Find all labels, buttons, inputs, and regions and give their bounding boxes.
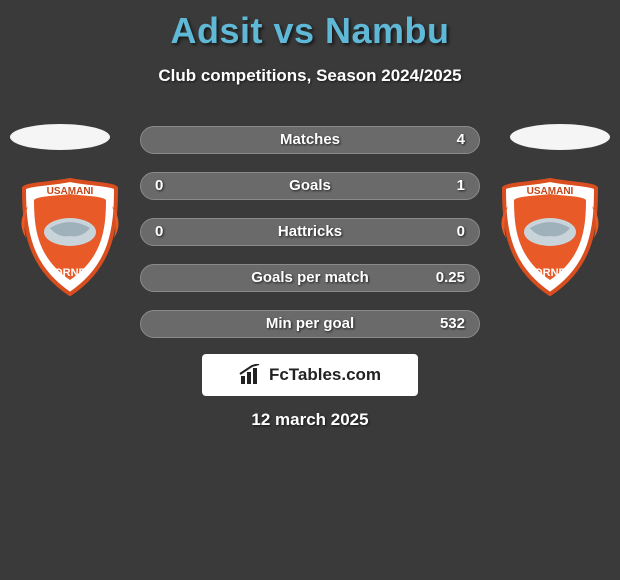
avatar-ellipse	[10, 124, 110, 150]
stat-label: Matches	[141, 127, 479, 153]
badge-bottom-text: ORNE	[534, 267, 566, 279]
brand-text: FcTables.com	[269, 365, 381, 385]
shield-icon: USAMANI ORNE	[20, 178, 120, 296]
badge-top-text: USAMANI	[527, 186, 574, 197]
stat-row-matches: Matches 4	[140, 126, 480, 154]
badge-bottom-text: ORNE	[54, 267, 86, 279]
stat-label: Hattricks	[141, 219, 479, 245]
stat-right-value: 0	[457, 219, 465, 245]
stat-label: Min per goal	[141, 311, 479, 337]
stat-row-hattricks: 0 Hattricks 0	[140, 218, 480, 246]
badge-top-text: USAMANI	[47, 186, 94, 197]
page-title: Adsit vs Nambu	[0, 0, 620, 52]
stats-block: Matches 4 0 Goals 1 0 Hattricks 0 Goals …	[140, 126, 480, 356]
shield-icon: USAMANI ORNE	[500, 178, 600, 296]
date-text: 12 march 2025	[0, 410, 620, 430]
chart-icon	[239, 364, 265, 386]
avatar-ellipse	[510, 124, 610, 150]
stat-right-value: 0.25	[436, 265, 465, 291]
club-badge-left: USAMANI ORNE	[20, 178, 120, 296]
stat-label: Goals per match	[141, 265, 479, 291]
brand-box[interactable]: FcTables.com	[202, 354, 418, 396]
stat-row-min-per-goal: Min per goal 532	[140, 310, 480, 338]
stat-row-goals: 0 Goals 1	[140, 172, 480, 200]
stat-right-value: 532	[440, 311, 465, 337]
stat-right-value: 1	[457, 173, 465, 199]
subtitle: Club competitions, Season 2024/2025	[0, 66, 620, 86]
stat-label: Goals	[141, 173, 479, 199]
club-badge-right: USAMANI ORNE	[500, 178, 600, 296]
stat-right-value: 4	[457, 127, 465, 153]
stat-row-goals-per-match: Goals per match 0.25	[140, 264, 480, 292]
